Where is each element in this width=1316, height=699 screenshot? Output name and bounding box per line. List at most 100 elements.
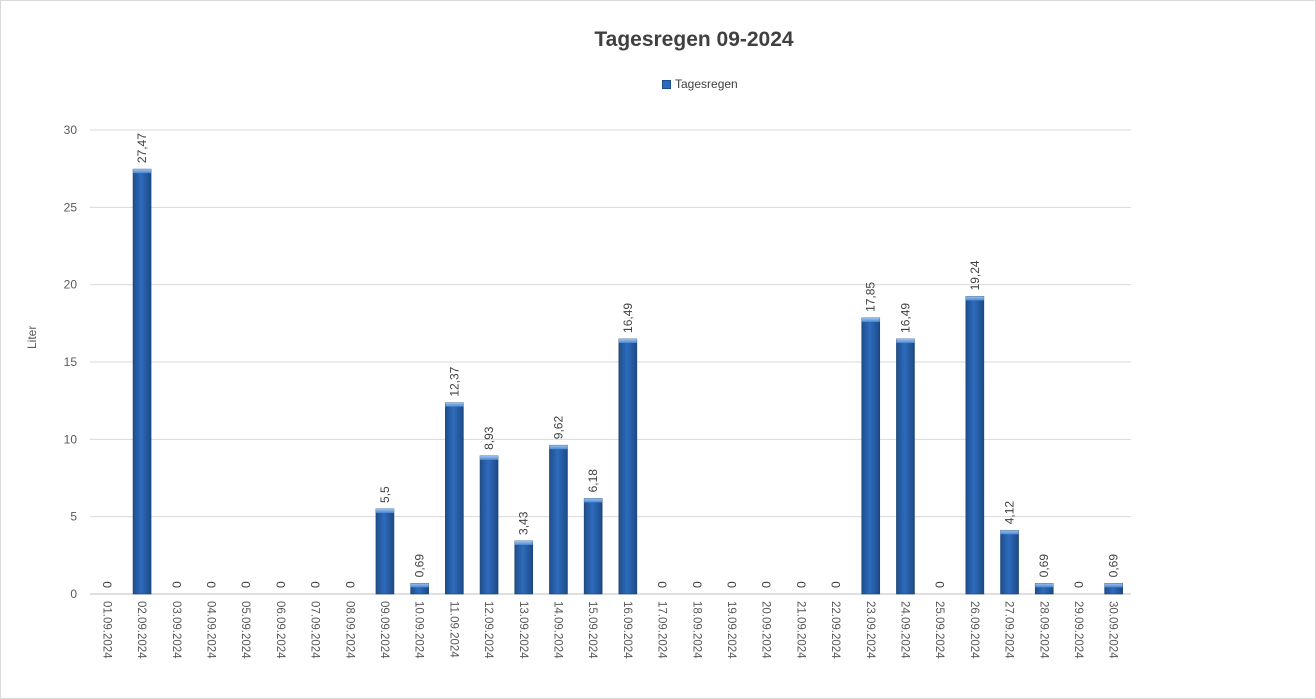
- data-label: 0: [656, 581, 670, 588]
- data-label: 0: [100, 581, 114, 588]
- x-tick-label: 05.09.2024: [239, 601, 251, 659]
- bar-cap: [410, 583, 429, 588]
- y-tick-label: 15: [64, 355, 78, 369]
- y-tick-label: 5: [70, 510, 77, 524]
- data-label: 0: [309, 581, 323, 588]
- data-label: 0,69: [1037, 554, 1051, 578]
- x-tick-label: 12.09.2024: [482, 601, 494, 659]
- data-label: 0: [204, 581, 218, 588]
- x-tick-label: 24.09.2024: [898, 601, 910, 659]
- y-tick-label: 10: [64, 432, 78, 446]
- legend-label: Tagesregen: [675, 77, 738, 91]
- bar-cap: [445, 402, 464, 407]
- data-label: 0,69: [413, 554, 427, 578]
- bar-cap: [480, 455, 499, 460]
- data-label: 17,85: [864, 282, 878, 312]
- bar-cap: [1035, 583, 1054, 588]
- data-label: 0: [760, 581, 774, 588]
- x-tick-label: 22.09.2024: [829, 601, 841, 659]
- data-label: 0: [239, 581, 253, 588]
- x-tick-label: 26.09.2024: [968, 601, 980, 659]
- bar-cap: [549, 445, 568, 450]
- data-label: 0: [170, 581, 184, 588]
- data-label: 0: [1072, 581, 1086, 588]
- x-tick-label: 19.09.2024: [725, 601, 737, 659]
- x-tick-label: 18.09.2024: [690, 601, 702, 659]
- bar-cap: [514, 540, 533, 545]
- bar: [583, 498, 603, 595]
- y-tick-label: 25: [64, 200, 78, 214]
- x-tick-label: 13.09.2024: [517, 601, 529, 659]
- bar-cap: [618, 338, 637, 343]
- data-label: 0: [274, 581, 288, 588]
- bar-cap: [896, 338, 915, 343]
- legend: Tagesregen: [662, 77, 738, 91]
- bar: [965, 296, 985, 595]
- x-tick-label: 28.09.2024: [1037, 601, 1049, 659]
- x-tick-label: 03.09.2024: [170, 601, 182, 659]
- data-label: 9,62: [551, 416, 565, 440]
- x-tick-label: 15.09.2024: [586, 601, 598, 659]
- x-tick-label: 14.09.2024: [551, 601, 563, 659]
- x-tick-label: 30.09.2024: [1107, 601, 1119, 659]
- bar: [896, 338, 915, 595]
- bar: [618, 338, 638, 595]
- x-tick-label: 11.09.2024: [447, 601, 459, 658]
- bar-cap: [375, 508, 394, 513]
- data-label: 5,5: [378, 486, 392, 503]
- bar: [514, 540, 534, 595]
- data-label: 0,69: [1107, 554, 1121, 578]
- bar: [549, 444, 568, 595]
- data-label: 16,49: [898, 303, 912, 333]
- x-tick-label: 27.09.2024: [1003, 601, 1015, 659]
- data-label: 6,18: [586, 469, 600, 493]
- bar-cap: [584, 498, 603, 503]
- x-tick-label: 23.09.2024: [864, 601, 876, 659]
- data-label: 12,37: [447, 366, 461, 396]
- bar: [375, 508, 395, 595]
- data-label: 0: [794, 581, 808, 588]
- y-tick-label: 30: [64, 123, 78, 137]
- data-label: 0: [725, 581, 739, 588]
- data-label: 19,24: [968, 260, 982, 290]
- bar: [861, 317, 881, 595]
- bar: [479, 455, 499, 595]
- y-tick-label: 0: [70, 587, 77, 601]
- bar-cap: [965, 296, 984, 301]
- chart-title: Tagesregen 09-2024: [594, 28, 794, 51]
- data-label: 16,49: [621, 303, 635, 333]
- bar-cap: [861, 317, 880, 322]
- x-tick-label: 16.09.2024: [621, 601, 633, 659]
- x-tick-label: 02.09.2024: [135, 601, 147, 659]
- data-label: 0: [690, 581, 704, 588]
- x-tick-label: 09.09.2024: [378, 601, 390, 659]
- data-label: 27,47: [135, 133, 149, 163]
- data-label: 4,12: [1003, 501, 1017, 525]
- data-label: 0: [829, 581, 843, 588]
- bar: [1000, 529, 1019, 595]
- x-tick-label: 20.09.2024: [760, 601, 772, 659]
- x-tick-label: 08.09.2024: [343, 601, 355, 659]
- bar-cap: [1000, 530, 1019, 535]
- bar: [132, 168, 152, 595]
- x-tick-label: 17.09.2024: [656, 601, 668, 659]
- x-tick-label: 25.09.2024: [933, 601, 945, 659]
- x-tick-label: 21.09.2024: [794, 601, 806, 659]
- x-tick-label: 29.09.2024: [1072, 601, 1084, 659]
- data-label: 3,43: [517, 511, 531, 535]
- legend-swatch: [662, 79, 671, 89]
- y-tick-label: 20: [64, 278, 78, 292]
- bar-cap: [1104, 583, 1123, 588]
- x-tick-label: 04.09.2024: [204, 601, 216, 659]
- data-label: 8,93: [482, 426, 496, 450]
- bar: [445, 402, 464, 595]
- x-tick-label: 01.09.2024: [100, 601, 112, 659]
- bar-cap: [133, 169, 152, 174]
- x-tick-label: 06.09.2024: [274, 601, 286, 659]
- x-tick-label: 07.09.2024: [309, 601, 321, 659]
- data-label: 0: [343, 581, 357, 588]
- x-tick-label: 10.09.2024: [413, 601, 425, 659]
- data-label: 0: [933, 581, 947, 588]
